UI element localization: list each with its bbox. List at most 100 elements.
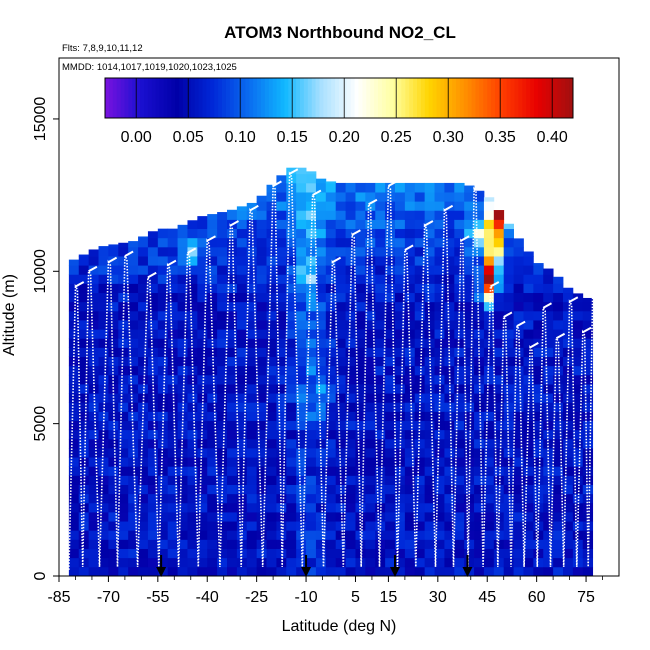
heatmap-cell bbox=[553, 411, 564, 421]
heatmap-cell bbox=[523, 502, 534, 513]
heatmap-cell bbox=[207, 393, 218, 403]
heatmap-cell bbox=[375, 356, 386, 367]
heatmap-cell bbox=[286, 466, 297, 476]
heatmap-cell bbox=[572, 521, 584, 531]
colorbar-tick-label: 0.10 bbox=[225, 129, 256, 146]
heatmap-cell bbox=[108, 246, 119, 257]
heatmap-cell bbox=[315, 557, 327, 568]
heatmap-cell bbox=[345, 192, 356, 202]
colorbar-swatch bbox=[167, 78, 172, 118]
heatmap-cell bbox=[167, 475, 178, 485]
heatmap-cell bbox=[167, 274, 178, 284]
heatmap-cell bbox=[464, 246, 475, 257]
heatmap-cell bbox=[157, 429, 169, 440]
heatmap-cell bbox=[256, 539, 267, 549]
heatmap-cell bbox=[503, 329, 514, 339]
heatmap-cell bbox=[563, 557, 574, 568]
heatmap-cell bbox=[276, 530, 287, 540]
heatmap-cell bbox=[68, 539, 80, 549]
heatmap-cell bbox=[68, 557, 80, 568]
colorbar-swatch bbox=[569, 78, 574, 118]
heatmap-cell bbox=[296, 475, 307, 485]
heatmap-cell bbox=[553, 310, 564, 321]
heatmap-cell bbox=[385, 301, 396, 312]
heatmap-cell bbox=[325, 521, 337, 531]
heatmap-cell bbox=[395, 182, 406, 193]
heatmap-cell bbox=[78, 254, 90, 257]
heatmap-cell bbox=[375, 374, 386, 385]
heatmap-cell bbox=[365, 356, 376, 367]
heatmap-cell bbox=[108, 457, 119, 467]
heatmap-cell bbox=[404, 283, 416, 294]
heatmap-cell bbox=[434, 530, 445, 540]
heatmap-cell bbox=[157, 283, 169, 294]
heatmap-cell bbox=[217, 420, 228, 431]
heatmap-cell bbox=[345, 420, 356, 431]
heatmap-cell bbox=[217, 292, 228, 303]
heatmap-cell bbox=[474, 493, 485, 504]
heatmap-cell bbox=[315, 438, 327, 449]
heatmap-cell bbox=[246, 320, 258, 330]
heatmap-cell bbox=[483, 411, 495, 421]
heatmap-cell bbox=[187, 466, 198, 476]
heatmap-cell bbox=[147, 512, 159, 522]
heatmap-cell bbox=[276, 320, 287, 330]
heatmap-cell bbox=[335, 274, 346, 284]
heatmap-cell bbox=[78, 457, 90, 467]
heatmap-cell bbox=[98, 429, 109, 440]
heatmap-cell bbox=[68, 548, 80, 559]
heatmap-cell bbox=[572, 347, 584, 358]
heatmap-cell bbox=[414, 265, 426, 275]
colorbar-swatch bbox=[249, 78, 254, 118]
heatmap-cell bbox=[207, 420, 218, 431]
heatmap-cell bbox=[503, 338, 514, 348]
heatmap-cell bbox=[464, 185, 475, 193]
heatmap-cell bbox=[355, 466, 366, 476]
heatmap-cell bbox=[227, 411, 238, 421]
flight-level-leg bbox=[124, 250, 134, 257]
heatmap-cell bbox=[553, 466, 564, 476]
heatmap-cell bbox=[177, 292, 188, 303]
heatmap-cell bbox=[177, 274, 188, 284]
y-tick-label: 5000 bbox=[32, 406, 49, 442]
heatmap-cell bbox=[217, 310, 228, 321]
heatmap-cell bbox=[543, 475, 554, 485]
heatmap-cell bbox=[424, 448, 435, 458]
flight-level-leg bbox=[592, 290, 602, 297]
colorbar-tick-label: 0.30 bbox=[433, 129, 464, 146]
heatmap-cell bbox=[474, 292, 485, 303]
heatmap-cell bbox=[572, 466, 584, 476]
heatmap-cell bbox=[197, 457, 208, 467]
heatmap-cell bbox=[474, 429, 485, 440]
heatmap-cell bbox=[335, 192, 346, 202]
heatmap-cell bbox=[533, 347, 544, 358]
heatmap-cell bbox=[138, 475, 149, 485]
heatmap-cell bbox=[147, 310, 159, 321]
heatmap-cell bbox=[523, 493, 534, 504]
heatmap-cell bbox=[483, 301, 495, 312]
dates-subtitle: MMDD: 1014,1017,1019,1020,1023,1025 bbox=[62, 62, 237, 73]
colorbar-tick-label: 0.25 bbox=[381, 129, 412, 146]
heatmap-cell bbox=[306, 201, 317, 211]
heatmap-cell bbox=[375, 347, 386, 358]
heatmap-cell bbox=[177, 548, 188, 559]
heatmap-cell bbox=[306, 338, 317, 348]
heatmap-cell bbox=[474, 502, 485, 513]
colorbar-swatch bbox=[108, 78, 114, 118]
heatmap-cell bbox=[197, 320, 208, 330]
heatmap-cell bbox=[296, 457, 307, 467]
heatmap-cell bbox=[157, 484, 169, 495]
heatmap-cell bbox=[582, 411, 594, 421]
heatmap-cell bbox=[315, 347, 327, 358]
heatmap-cell bbox=[493, 237, 505, 248]
heatmap-cell bbox=[187, 557, 198, 568]
heatmap-cell bbox=[464, 338, 475, 348]
heatmap-cell bbox=[444, 521, 455, 531]
heatmap-cell bbox=[138, 411, 149, 421]
x-tick-label: -70 bbox=[97, 589, 120, 606]
heatmap-cell bbox=[306, 292, 317, 303]
heatmap-cell bbox=[78, 411, 90, 421]
heatmap-cell bbox=[276, 265, 287, 275]
colorbar-swatch bbox=[284, 78, 289, 118]
heatmap-cell bbox=[335, 338, 346, 348]
